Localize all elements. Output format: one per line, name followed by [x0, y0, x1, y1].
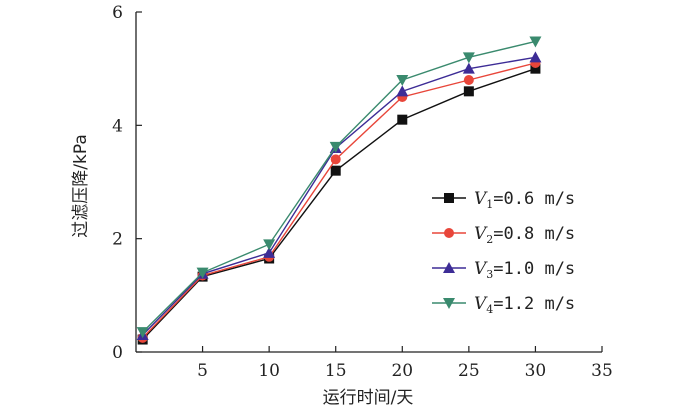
data-point — [196, 267, 209, 279]
legend: V1=0.6 m/s V2=0.8 m/s V3=1.0 m/s V4=1.2 m/s — [432, 189, 575, 316]
x-tick-label: 25 — [458, 361, 480, 381]
x-tick-label: 30 — [525, 361, 547, 381]
legend-item-3: V3=1.0 m/s — [432, 259, 575, 281]
data-point — [529, 36, 542, 48]
legend-item-1: V1=0.6 m/s — [432, 189, 575, 211]
data-point — [462, 52, 475, 64]
data-point — [330, 154, 341, 165]
series-4 — [136, 36, 542, 339]
y-tick-label: 0 — [112, 343, 123, 363]
legend-marker — [444, 228, 454, 238]
legend-marker — [444, 193, 454, 203]
data-point — [263, 246, 276, 258]
data-point — [462, 62, 475, 74]
legend-label: V4=1.2 m/s — [474, 294, 575, 316]
legend-marker — [443, 262, 455, 273]
x-tick-label: 10 — [258, 361, 280, 381]
y-axis-title: 过滤压降/kPa — [71, 134, 91, 237]
legend-item-4: V4=1.2 m/s — [432, 294, 575, 316]
data-point — [136, 327, 149, 339]
x-tick-label: 20 — [391, 361, 413, 381]
y-tick-label: 6 — [112, 3, 123, 23]
x-tick-label: 5 — [197, 361, 208, 381]
y-tick-label: 2 — [112, 230, 123, 250]
ticks: 5 10 15 20 25 30 35 0 2 4 6 — [112, 3, 613, 381]
data-point — [463, 86, 474, 97]
data-point — [329, 141, 342, 153]
data-point — [396, 85, 409, 97]
data-point — [530, 63, 541, 74]
x-axis-title: 运行时间/天 — [323, 388, 414, 408]
series-line — [142, 40, 536, 333]
data-point — [263, 239, 276, 251]
legend-label: V2=0.8 m/s — [474, 224, 575, 246]
legend-marker — [443, 298, 455, 309]
data-point — [330, 165, 341, 176]
y-tick-label: 4 — [112, 116, 123, 136]
data-point — [529, 51, 542, 63]
axes — [135, 12, 602, 353]
legend-label: V1=0.6 m/s — [474, 189, 575, 211]
x-tick-label: 35 — [591, 361, 613, 381]
legend-item-2: V2=0.8 m/s — [432, 224, 575, 246]
data-point — [463, 75, 474, 85]
data-point — [396, 75, 409, 86]
x-tick-label: 15 — [325, 361, 347, 381]
series-group — [136, 36, 542, 345]
legend-label: V3=1.0 m/s — [474, 259, 575, 281]
data-point — [397, 114, 408, 125]
